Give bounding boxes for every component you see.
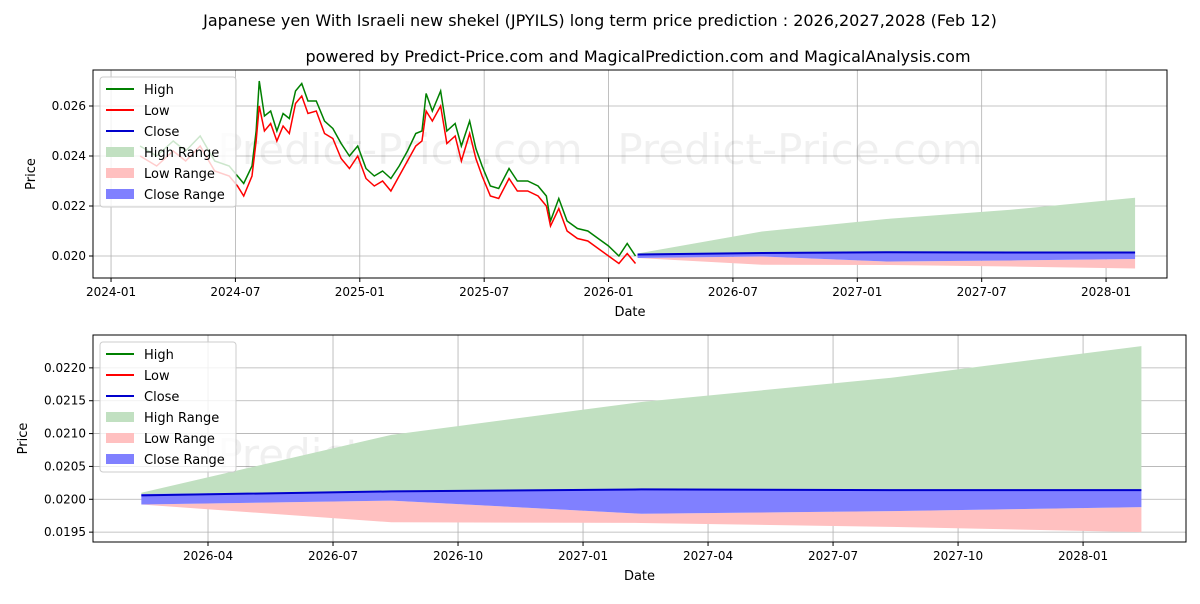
x-axis-label: Date: [614, 305, 645, 320]
x-tick-label: 2027-01: [558, 549, 608, 563]
x-tick-label: 2027-04: [683, 549, 733, 563]
watermark: Predict-Price.com: [217, 275, 582, 324]
y-tick-label: 0.0200: [44, 492, 86, 506]
high-line: [139, 80, 637, 258]
x-tick-label: 2026-01: [583, 285, 633, 299]
x-tick-label: 2027-01: [832, 285, 882, 299]
legend-label: Low Range: [144, 167, 215, 182]
close-range-area: [141, 489, 1142, 514]
plot-panel-1: Predict-Price.com Predict-Price.com Predic…: [24, 69, 1168, 324]
x-tick-label: 2027-10: [933, 549, 983, 563]
legend-label: Low: [144, 104, 170, 119]
y-tick-label: 0.0205: [44, 459, 86, 473]
legend-swatch-patch: [106, 412, 134, 422]
x-axis-label: Date: [624, 569, 655, 584]
legend: High Low Close High Range Low Range Close Ran…: [99, 341, 237, 473]
legend-label: Close: [144, 125, 179, 140]
legend-label: High: [144, 83, 174, 98]
legend-swatch-patch: [106, 168, 134, 178]
legend-swatch-patch: [106, 433, 134, 443]
y-tick-label: 0.0215: [44, 394, 86, 408]
high-range-area: [637, 197, 1136, 254]
x-tick-label: 2026-07: [708, 285, 758, 299]
close-line: [141, 488, 1142, 497]
y-tick-label: 0.020: [52, 249, 86, 263]
x-tick-label: 2027-07: [808, 549, 858, 563]
watermark: Predict-Price.com: [617, 275, 982, 324]
y-tick-label: 0.022: [52, 199, 86, 213]
close-range-area: [637, 252, 1136, 262]
low-range-area: [637, 256, 1136, 269]
x-tick-label: 2027-07: [957, 285, 1007, 299]
legend-label: High Range: [144, 146, 219, 161]
low-range-area: [141, 500, 1142, 533]
legend-label: Close Range: [144, 453, 225, 468]
legend: High Low Close High Range Low Range Close Ran…: [99, 76, 237, 208]
x-tick-label: 2024-01: [86, 285, 136, 299]
y-tick-label: 0.024: [52, 149, 86, 163]
legend-swatch-patch: [106, 189, 134, 199]
legend-swatch-patch: [106, 147, 134, 157]
legend-label: Low: [144, 369, 170, 384]
legend-label: Low Range: [144, 432, 215, 447]
x-tick-label: 2026-04: [183, 549, 233, 563]
legend-label: High Range: [144, 411, 219, 426]
x-tick-label: 2025-07: [459, 285, 509, 299]
close-line: [637, 251, 1136, 256]
axes-frame: [92, 334, 1187, 543]
y-axis-label: Price: [16, 423, 31, 455]
y-axis-label: Price: [24, 158, 39, 190]
y-tick-label: 0.0195: [44, 525, 86, 539]
chart-subtitle: powered by Predict-Price.com and Magical…: [305, 47, 970, 66]
watermark: Predict-Price.com: [617, 125, 982, 174]
high-range-area: [141, 346, 1142, 495]
watermark: Predict-Price.com: [217, 125, 582, 174]
legend-swatch-patch: [106, 454, 134, 464]
x-tick-label: 2026-10: [433, 549, 483, 563]
legend-label: Close Range: [144, 188, 225, 203]
x-tick-label: 2025-01: [335, 285, 385, 299]
legend-label: High: [144, 348, 174, 363]
y-tick-label: 0.0220: [44, 361, 86, 375]
x-tick-label: 2024-07: [210, 285, 260, 299]
x-tick-label: 2026-07: [308, 549, 358, 563]
low-line: [139, 94, 637, 265]
y-tick-label: 0.0210: [44, 427, 86, 441]
x-tick-label: 2028-01: [1081, 285, 1131, 299]
plot-area: Predict-Price.com Predict-Price.com Predic…: [93, 70, 1167, 324]
axes-frame: [92, 69, 1168, 279]
y-tick-label: 0.026: [52, 99, 86, 113]
chart-title: Japanese yen With Israeli new shekel (JP…: [202, 11, 997, 30]
legend-label: Close: [144, 390, 179, 405]
x-tick-label: 2028-01: [1058, 549, 1108, 563]
